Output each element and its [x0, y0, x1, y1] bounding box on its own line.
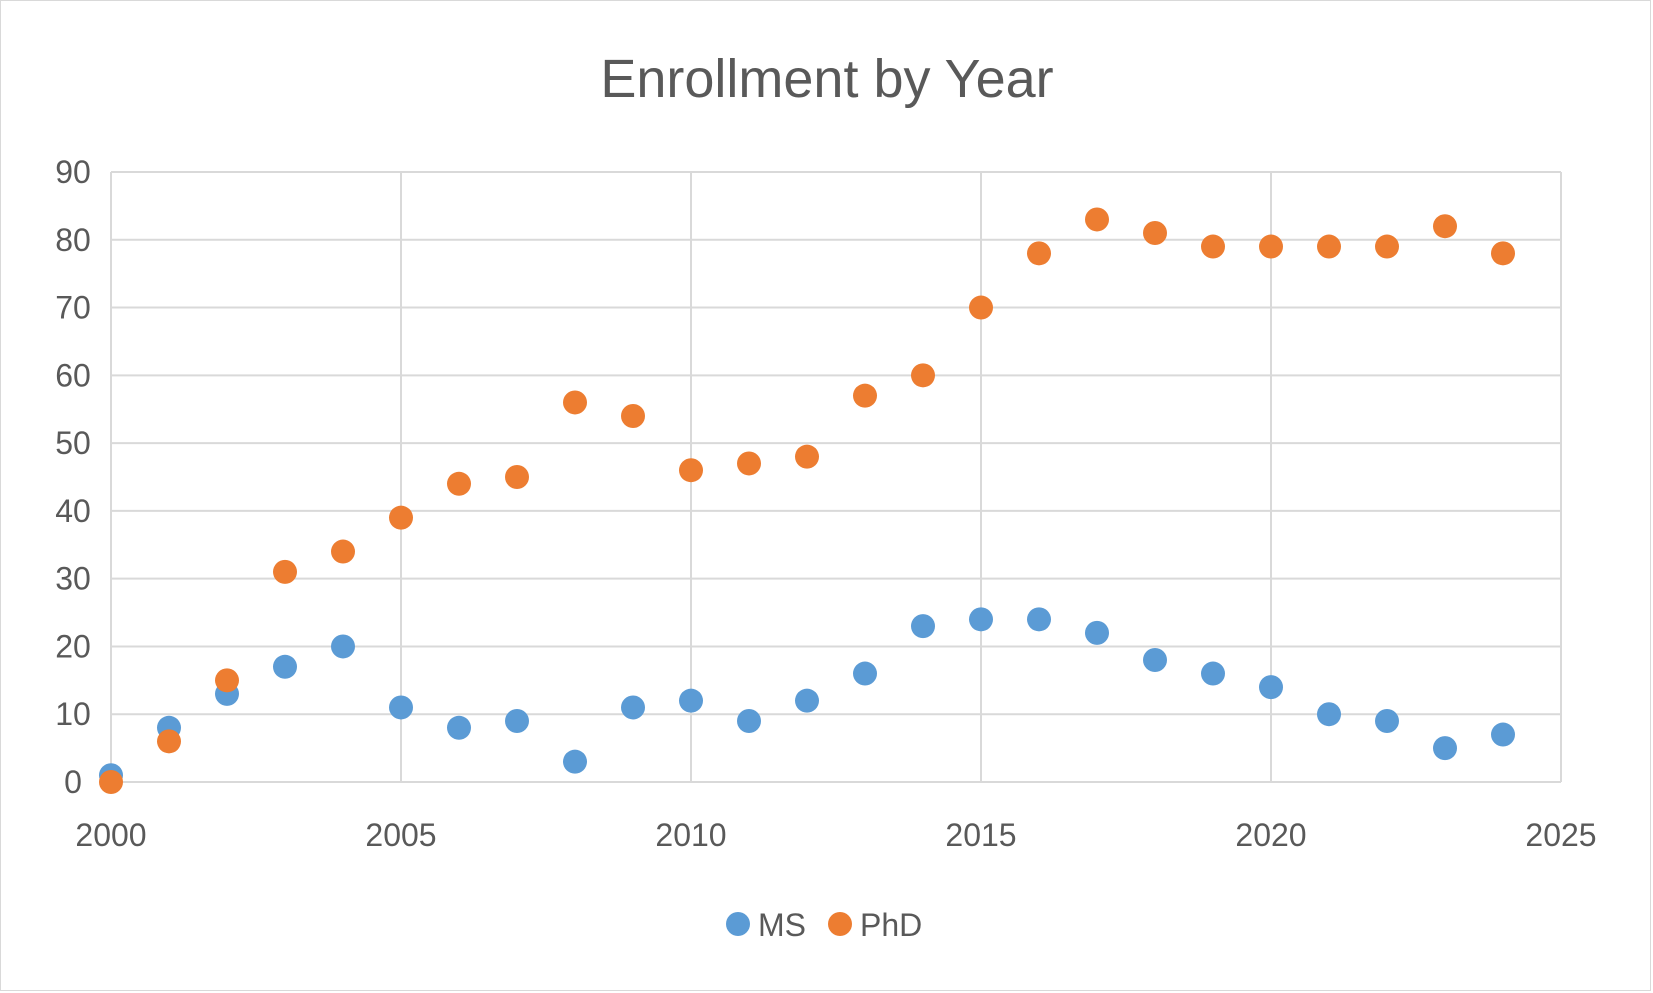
- data-point-ms: [447, 715, 471, 740]
- data-point-ms: [273, 654, 297, 679]
- data-point-phd: [331, 539, 355, 564]
- data-point-phd: [1085, 207, 1109, 232]
- data-point-phd: [99, 770, 123, 794]
- data-point-ms: [795, 688, 819, 713]
- data-point-phd: [1027, 241, 1051, 266]
- data-point-ms: [1433, 736, 1457, 761]
- data-point-ms: [389, 695, 413, 720]
- data-point-ms: [737, 709, 761, 733]
- data-point-phd: [1143, 221, 1167, 245]
- data-point-ms: [969, 607, 993, 632]
- legend-label-ms: MS: [758, 907, 806, 943]
- data-point-phd: [157, 729, 181, 754]
- data-point-phd: [505, 465, 529, 489]
- legend-marker-phd: [828, 912, 852, 936]
- y-tick-label: 20: [55, 628, 91, 664]
- data-point-phd: [215, 668, 239, 693]
- x-tick-label: 2015: [945, 817, 1016, 853]
- y-tick-label: 50: [55, 425, 91, 461]
- data-point-phd: [679, 458, 703, 483]
- data-point-ms: [1259, 675, 1283, 700]
- x-tick-label: 2000: [75, 817, 146, 853]
- data-point-phd: [1491, 241, 1515, 266]
- data-point-phd: [563, 390, 587, 415]
- data-point-ms: [1201, 661, 1225, 686]
- legend: MS PhD: [726, 907, 922, 943]
- data-point-ms: [1375, 709, 1399, 733]
- y-tick-label: 30: [55, 561, 91, 597]
- data-point-ms: [1317, 702, 1341, 727]
- data-point-phd: [273, 559, 297, 584]
- legend-marker-ms: [726, 912, 750, 936]
- y-tick-label: 60: [55, 357, 91, 393]
- x-tick-label: 2020: [1235, 817, 1306, 853]
- data-point-ms: [1027, 607, 1051, 632]
- data-point-phd: [795, 444, 819, 469]
- data-point-phd: [1317, 234, 1341, 259]
- data-point-phd: [389, 505, 413, 530]
- data-point-phd: [969, 295, 993, 320]
- gridlines: [110, 171, 1562, 783]
- data-point-phd: [1433, 214, 1457, 239]
- x-tick-label: 2025: [1525, 817, 1596, 853]
- y-tick-label: 40: [55, 493, 91, 529]
- data-point-phd: [911, 363, 935, 388]
- y-tick-label: 90: [55, 154, 91, 190]
- data-point-ms: [563, 749, 587, 774]
- data-point-ms: [1491, 722, 1515, 747]
- y-tick-label: 70: [55, 290, 91, 326]
- data-point-ms: [853, 661, 877, 686]
- data-points: [99, 207, 1515, 794]
- data-point-phd: [1375, 234, 1399, 259]
- y-tick-label: 10: [55, 696, 91, 732]
- data-point-ms: [679, 688, 703, 713]
- data-point-ms: [331, 634, 355, 659]
- y-tick-label: 0: [64, 764, 82, 800]
- legend-label-phd: PhD: [860, 907, 922, 943]
- data-point-phd: [1259, 234, 1283, 259]
- data-point-ms: [1085, 620, 1109, 645]
- data-point-ms: [621, 695, 645, 720]
- tick-labels: 0 10 20 30 40 50 60 70 80 90 2000 2005 2010 2015 2020 2…: [55, 154, 1596, 853]
- data-point-ms: [1143, 648, 1167, 672]
- data-point-phd: [621, 404, 645, 428]
- data-point-phd: [1201, 234, 1225, 259]
- data-point-ms: [911, 614, 935, 639]
- data-point-phd: [737, 451, 761, 476]
- data-point-ms: [505, 709, 529, 733]
- data-point-phd: [447, 471, 471, 496]
- y-tick-label: 80: [55, 222, 91, 258]
- x-tick-label: 2005: [365, 817, 436, 853]
- data-point-phd: [853, 383, 877, 408]
- chart-title: Enrollment by Year: [600, 49, 1053, 109]
- x-tick-label: 2010: [655, 817, 726, 853]
